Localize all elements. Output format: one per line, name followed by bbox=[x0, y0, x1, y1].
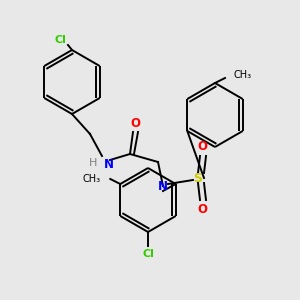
Text: Cl: Cl bbox=[142, 249, 154, 259]
Text: N: N bbox=[158, 179, 168, 193]
Text: H: H bbox=[89, 158, 97, 168]
Text: O: O bbox=[197, 203, 207, 216]
Text: CH₃: CH₃ bbox=[233, 70, 251, 80]
Text: Cl: Cl bbox=[54, 35, 66, 45]
Text: S: S bbox=[194, 172, 202, 184]
Text: O: O bbox=[197, 140, 207, 153]
Text: N: N bbox=[104, 158, 114, 171]
Text: O: O bbox=[130, 117, 140, 130]
Text: CH₃: CH₃ bbox=[82, 174, 100, 184]
